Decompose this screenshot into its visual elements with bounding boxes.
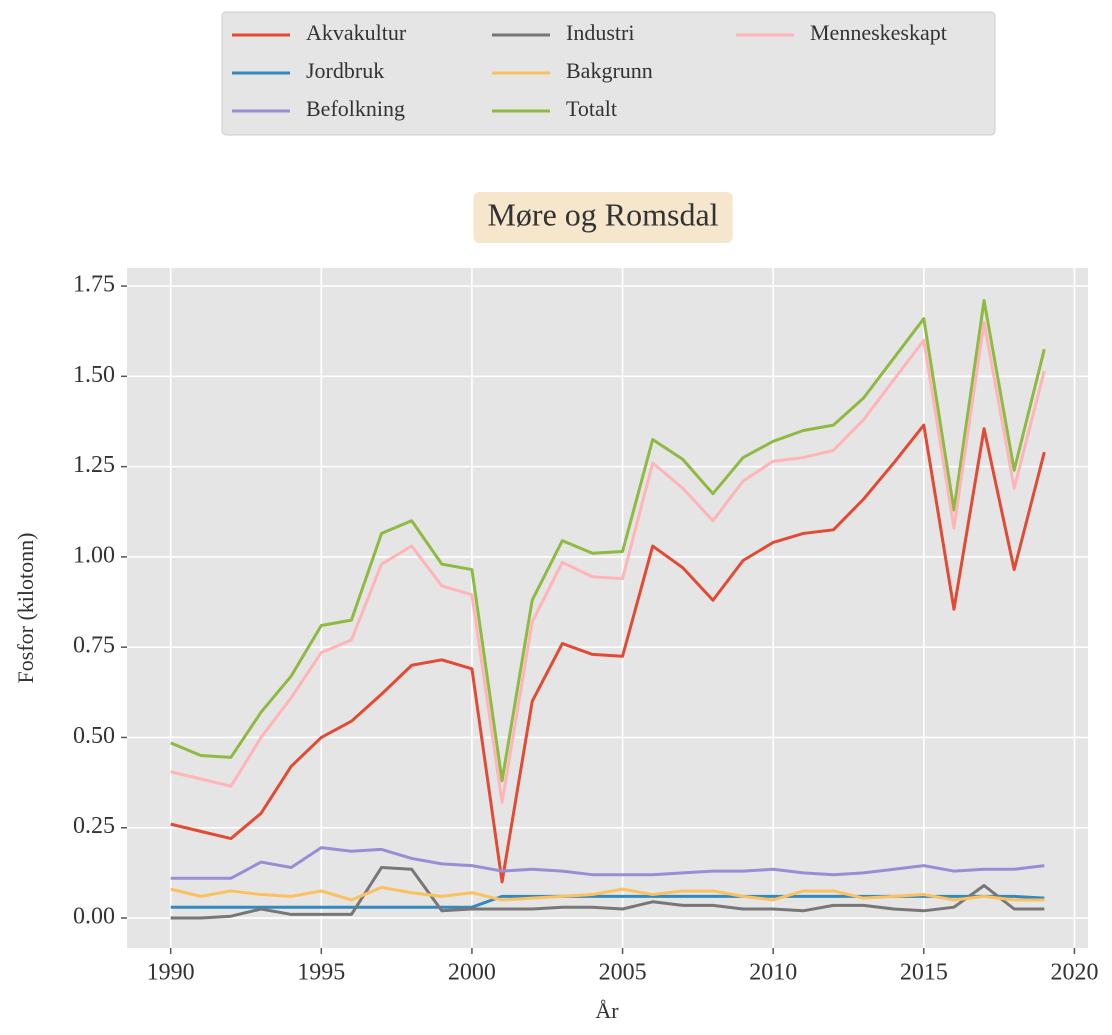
x-tick-label: 2005	[599, 960, 647, 986]
x-tick-label: 1995	[297, 960, 345, 986]
line	[170, 423, 1046, 884]
legend-label: Menneskeskapt	[810, 20, 947, 45]
legend-label: Totalt	[566, 96, 617, 121]
title-box	[473, 192, 733, 243]
y-tick-label: 1.50	[73, 362, 115, 388]
y-tick-label: 1.00	[73, 542, 115, 568]
y-tick-label: 1.25	[73, 452, 115, 478]
legend-label: Akvakultur	[306, 20, 407, 45]
plot-area	[127, 268, 1088, 948]
line	[170, 865, 1045, 920]
y-tick-label: 0.50	[73, 723, 115, 749]
legend-label: Befolkning	[306, 96, 405, 121]
line	[170, 846, 1045, 880]
y-tick-label: 0.00	[73, 904, 115, 930]
x-tick-label: 1990	[147, 960, 195, 986]
y-axis-label: Fosfor (kilotonn)	[13, 533, 38, 684]
x-tick-label: 2010	[749, 960, 797, 986]
y-tick-label: 0.25	[73, 813, 115, 839]
y-tick-label: 1.75	[73, 272, 115, 298]
x-tick-label: 2000	[448, 960, 496, 986]
line	[170, 299, 1046, 783]
legend-box	[221, 11, 996, 136]
legend-label: Bakgrunn	[566, 58, 653, 83]
line	[170, 320, 1046, 804]
y-tick-label: 0.75	[73, 633, 115, 659]
line	[170, 885, 1045, 902]
legend-label: Jordbruk	[306, 58, 384, 83]
x-tick-label: 2015	[900, 960, 948, 986]
legend-label: Industri	[566, 20, 634, 45]
chart-title: Møre og Romsdal	[487, 196, 718, 232]
x-axis-label: År	[595, 998, 619, 1023]
x-tick-label: 2020	[1050, 960, 1098, 986]
